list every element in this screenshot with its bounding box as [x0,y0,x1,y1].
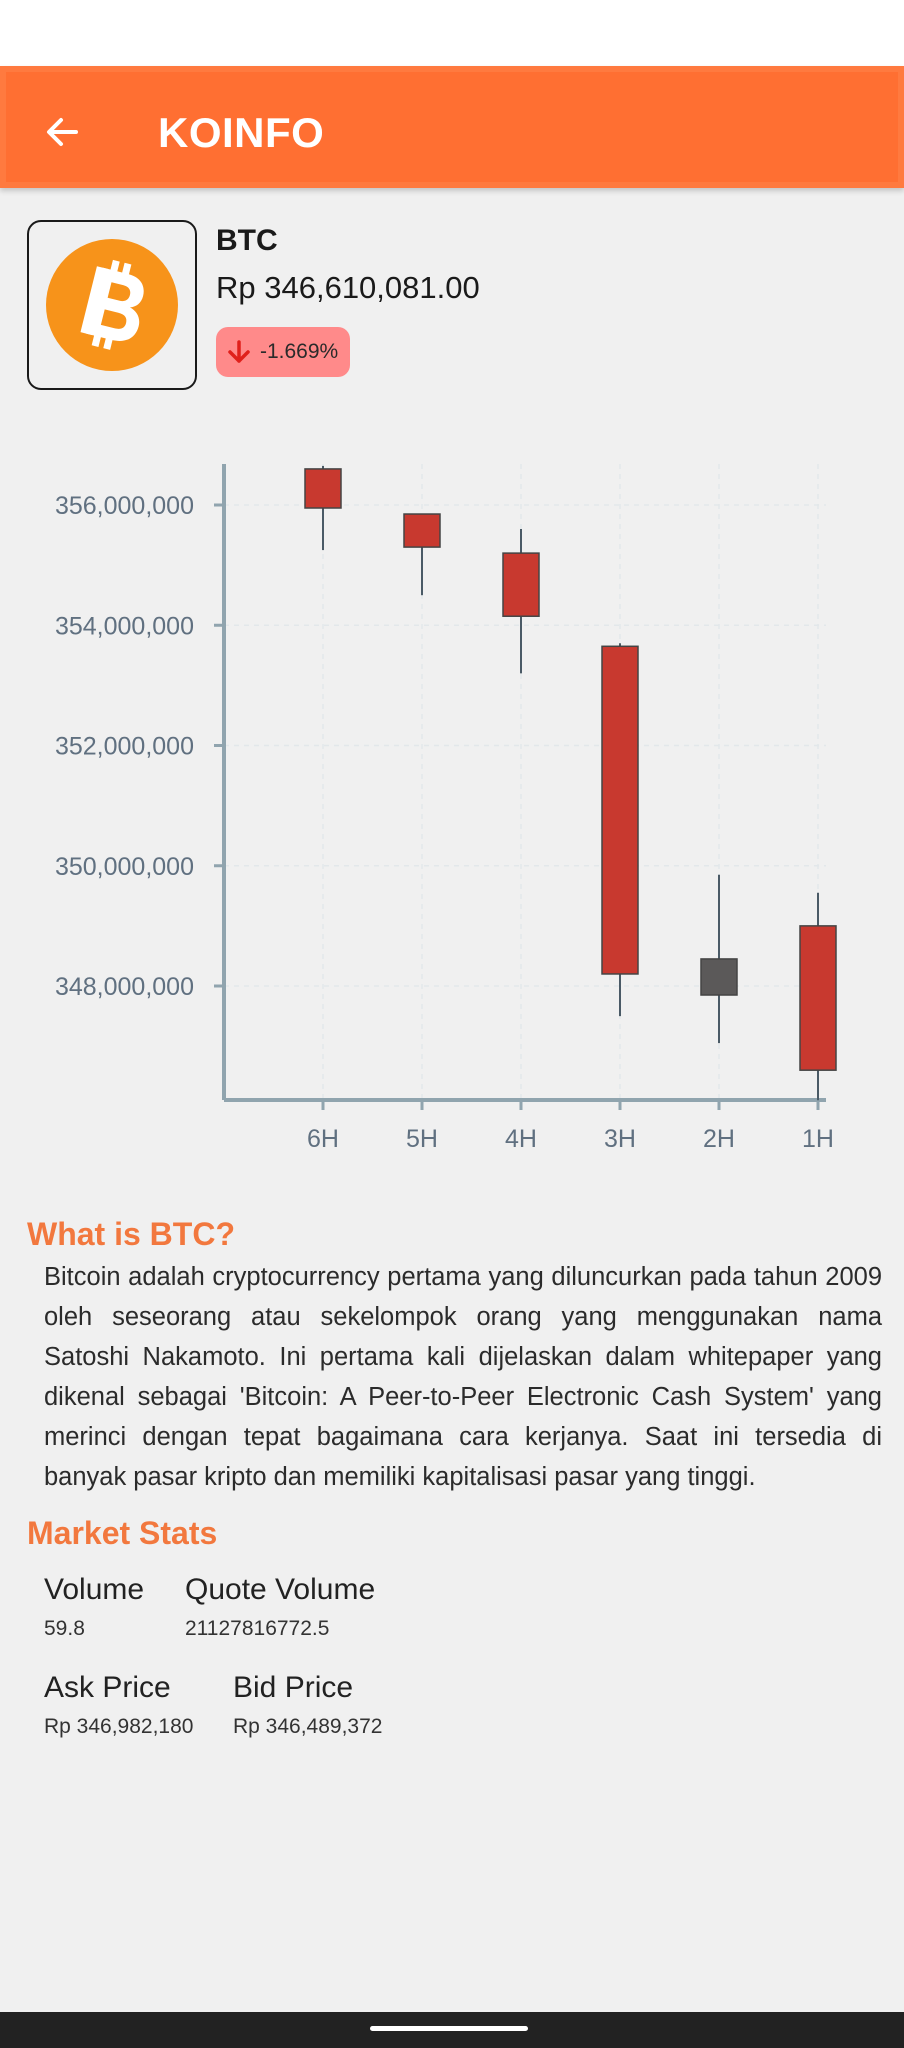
candle-body [601,645,639,975]
x-tick-label: 5H [406,1125,438,1153]
y-tick-label: 354,000,000 [55,612,194,640]
stat-volume-value: 59.8 [44,1617,85,1640]
back-button[interactable] [32,102,92,162]
x-tick-label: 1H [802,1125,834,1153]
stat-ask-price-value: Rp 346,982,180 [44,1715,194,1738]
stat-quote-volume-label: Quote Volume [185,1573,376,1606]
stat-quote-volume-value: 21127816772.5 [185,1617,330,1640]
stat-bid-price-label: Bid Price [233,1671,354,1704]
y-tick-label: 348,000,000 [55,973,194,1001]
stat-bid-price: Bid Price Rp 346,489,372 [233,1671,382,1739]
stat-volume: Volume 59.8 [44,1573,144,1641]
coin-price: Rp 346,610,081.00 [216,270,480,305]
app-title: KOINFO [158,109,325,156]
x-tick-label: 3H [604,1125,636,1153]
home-indicator[interactable] [370,2026,528,2031]
coin-logo-card [27,220,197,390]
status-bar [0,0,904,66]
stat-quote-volume: Quote Volume 21127816772.5 [185,1573,375,1641]
x-tick-label: 6H [307,1125,339,1153]
y-tick-label: 350,000,000 [55,853,194,881]
price-change-text: -1.669% [260,340,339,363]
x-tick-label: 4H [505,1125,537,1153]
stat-bid-price-value: Rp 346,489,372 [233,1715,383,1738]
arrow-down-icon [228,340,250,363]
app-bar: KOINFO [0,66,904,188]
about-description: Bitcoin adalah cryptocurrency pertama ya… [44,1263,882,1491]
y-tick-label: 352,000,000 [55,733,194,761]
candlestick-chart: 356,000,000 354,000,000 352,000,000 350,000… [55,464,837,1153]
stat-volume-label: Volume [44,1573,145,1606]
candle-body [799,925,837,1071]
x-tick-label: 2H [703,1125,735,1153]
about-title: What is BTC? [27,1216,235,1252]
system-nav-bar [0,2012,904,2048]
arrow-left-icon [47,118,78,146]
candle-body [502,552,540,617]
market-stats-title: Market Stats [27,1515,218,1551]
candle-body [403,513,441,548]
stat-ask-price: Ask Price Rp 346,982,180 [44,1671,193,1739]
y-tick-label: 356,000,000 [55,492,194,520]
stat-ask-price-label: Ask Price [44,1671,171,1704]
candle-body [304,468,342,509]
coin-symbol: BTC [216,224,278,257]
candle-body [700,958,738,996]
price-change-badge: -1.669% [216,327,351,377]
bitcoin-icon [46,239,178,371]
